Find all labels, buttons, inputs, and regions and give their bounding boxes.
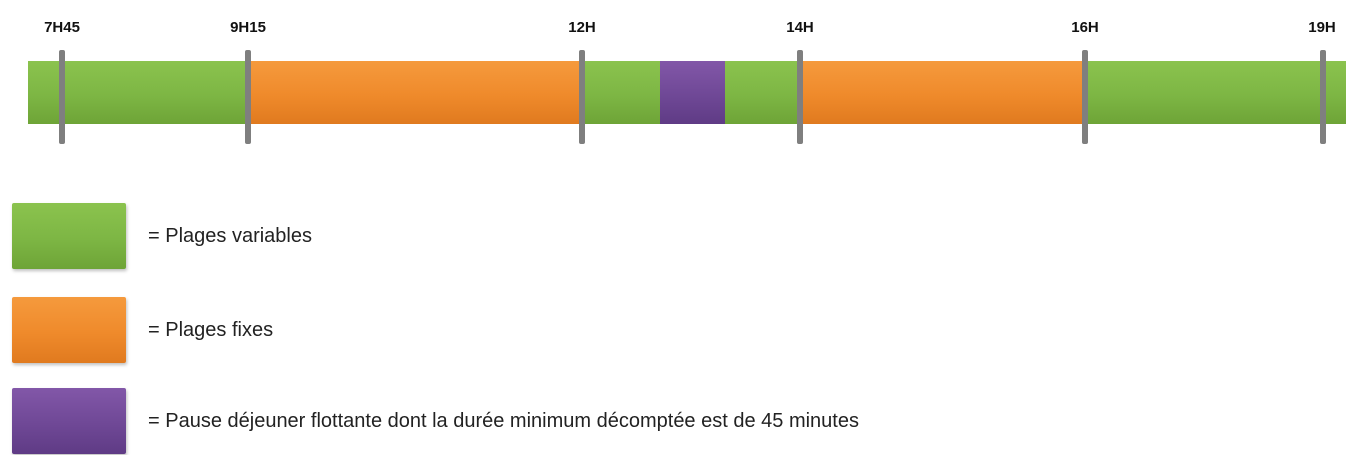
tick-label-19h: 19H [1308, 19, 1336, 36]
timeline-diagram: 7H45 9H15 12H 14H 16H 19H [28, 19, 1346, 144]
tick-line-14h [797, 50, 803, 144]
tick-label-7h45: 7H45 [44, 19, 80, 36]
segment-fixed-morning [248, 61, 582, 124]
legend-item-variable: = Plages variables [12, 203, 312, 269]
legend-label-fixed: = Plages fixes [148, 318, 274, 341]
tick-label-16h: 16H [1071, 19, 1099, 36]
segment-variable-evening [1085, 61, 1346, 124]
tick-label-9h15: 9H15 [230, 19, 266, 36]
legend-swatch-pause [12, 388, 126, 454]
legend-item-pause: = Pause déjeuner flottante dont la durée… [12, 388, 859, 454]
legend-swatch-variable [12, 203, 126, 269]
segment-fixed-afternoon [800, 61, 1085, 124]
legend-label-pause: = Pause déjeuner flottante dont la durée… [148, 409, 859, 432]
tick-line-16h [1082, 50, 1088, 144]
tick-label-14h: 14H [786, 19, 814, 36]
tick-label-12h: 12H [568, 19, 596, 36]
legend-swatch-fixed [12, 297, 126, 363]
tick-line-9h15 [245, 50, 251, 144]
tick-line-19h [1320, 50, 1326, 144]
legend-item-fixed: = Plages fixes [12, 297, 273, 363]
segment-lunch-pause [660, 61, 725, 124]
tick-line-7h45 [59, 50, 65, 144]
tick-line-12h [579, 50, 585, 144]
legend-label-variable: = Plages variables [148, 224, 312, 247]
